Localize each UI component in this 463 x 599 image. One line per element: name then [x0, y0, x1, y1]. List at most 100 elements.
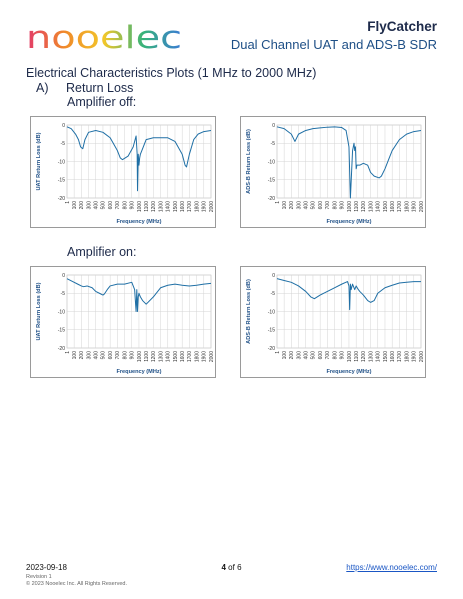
x-tick-label: 1	[275, 351, 281, 354]
y-tick-label: -5	[271, 291, 276, 297]
x-tick-label: 1600	[390, 351, 396, 362]
page-current: 4	[221, 563, 226, 572]
x-tick-label: 1500	[173, 351, 179, 362]
x-tick-label: 100	[282, 201, 288, 210]
y-axis-label: UAT Return Loss (dB)	[36, 282, 42, 340]
y-tick-label: 0	[272, 273, 275, 279]
y-tick-label: -5	[271, 141, 276, 147]
nooelec-logo: nooelec	[26, 20, 182, 54]
y-tick-label: -15	[268, 178, 275, 184]
page-total: 6	[237, 563, 242, 572]
product-name: FlyCatcher	[367, 19, 437, 34]
x-tick-label: 700	[325, 351, 331, 360]
x-tick-label: 200	[79, 201, 85, 210]
y-axis-label: UAT Return Loss (dB)	[36, 132, 42, 190]
x-tick-label: 1400	[376, 201, 382, 212]
x-tick-label: 2000	[419, 201, 425, 212]
x-tick-label: 800	[122, 201, 128, 210]
series-line	[66, 126, 212, 192]
x-axis-label: Frequency (MHz)	[326, 219, 371, 225]
chart-svg: 0-5-10-15-201 100 200 300 400 500 600 700 800 900…	[36, 123, 215, 225]
y-axis-label: ADS-B Return Loss (dB)	[246, 129, 252, 194]
chart-svg: 0-5-10-15-201 100 200 300 400 500 600 700 800 900…	[246, 273, 425, 375]
x-tick-label: 600	[318, 351, 324, 360]
x-tick-label: 1100	[144, 351, 150, 362]
x-tick-label: 300	[296, 201, 302, 210]
copyright-text: © 2023 Nooelec Inc. All Rights Reserved.	[26, 581, 127, 587]
x-tick-label: 900	[130, 351, 136, 360]
x-tick-label: 100	[72, 201, 78, 210]
x-tick-label: 100	[282, 351, 288, 360]
series-line	[66, 278, 212, 312]
amp-on-label: Amplifier on:	[67, 245, 137, 259]
x-tick-label: 1800	[404, 351, 410, 362]
x-tick-label: 1800	[404, 201, 410, 212]
y-tick-label: -10	[58, 309, 65, 315]
x-tick-label: 900	[340, 351, 346, 360]
x-tick-label: 1	[275, 201, 281, 204]
y-tick-label: -5	[61, 141, 66, 147]
x-tick-label: 1800	[194, 201, 200, 212]
x-tick-label: 1100	[144, 201, 150, 212]
x-tick-label: 2000	[209, 201, 215, 212]
x-tick-label: 500	[101, 201, 107, 210]
x-tick-label: 900	[340, 201, 346, 210]
x-tick-label: 400	[94, 351, 100, 360]
x-tick-label: 1600	[180, 201, 186, 212]
y-tick-label: -10	[58, 159, 65, 165]
x-tick-label: 300	[86, 351, 92, 360]
product-subtitle: Dual Channel UAT and ADS-B SDR	[230, 37, 437, 52]
x-tick-label: 400	[304, 351, 310, 360]
x-tick-label: 1000	[347, 351, 353, 362]
x-tick-label: 1900	[412, 201, 418, 212]
x-tick-label: 1000	[137, 351, 143, 362]
x-tick-label: 1400	[166, 201, 172, 212]
y-tick-label: -10	[268, 309, 275, 315]
x-tick-label: 1600	[390, 201, 396, 212]
x-axis-label: Frequency (MHz)	[116, 369, 161, 375]
x-tick-label: 900	[130, 201, 136, 210]
x-tick-label: 600	[108, 201, 114, 210]
x-tick-label: 1400	[166, 351, 172, 362]
x-axis-label: Frequency (MHz)	[116, 219, 161, 225]
website-link[interactable]: https://www.nooelec.com/	[346, 563, 437, 572]
x-tick-label: 1900	[412, 351, 418, 362]
x-tick-label: 700	[115, 351, 121, 360]
footer-legal: Revision 1 © 2023 Nooelec Inc. All Right…	[26, 574, 127, 588]
x-axis-label: Frequency (MHz)	[326, 369, 371, 375]
x-tick-label: 500	[311, 201, 317, 210]
y-tick-label: 0	[62, 123, 65, 129]
chart-uat-amp-on: 0 -5 -10 -15 -20 1 100 200 300 400 500 600 700 800 900…	[30, 266, 216, 378]
section-name: Return Loss	[66, 81, 134, 95]
x-tick-label: 300	[296, 351, 302, 360]
y-tick-label: -15	[58, 328, 65, 334]
y-tick-label: -15	[58, 178, 65, 184]
x-tick-label: 800	[332, 351, 338, 360]
x-tick-label: 200	[79, 351, 85, 360]
page-sep: of	[228, 563, 235, 572]
x-tick-label: 1500	[173, 201, 179, 212]
x-tick-label: 1700	[397, 201, 403, 212]
y-tick-label: -10	[268, 159, 275, 165]
x-tick-label: 1000	[137, 201, 143, 212]
x-tick-label: 1300	[158, 351, 164, 362]
x-tick-label: 1300	[368, 201, 374, 212]
logo-wordmark: nooelec	[26, 20, 182, 54]
x-tick-label: 1900	[202, 351, 208, 362]
y-tick-label: -20	[268, 196, 275, 202]
x-tick-label: 1400	[376, 351, 382, 362]
x-tick-label: 1200	[151, 201, 157, 212]
x-tick-label: 1100	[354, 201, 360, 212]
x-tick-label: 1600	[180, 351, 186, 362]
x-tick-label: 1100	[354, 351, 360, 362]
chart-adsb-amp-on: 0 -5 -10 -15 -20 1 100 200 300 400 500 600 700 800 900…	[240, 266, 426, 378]
y-tick-label: -5	[61, 291, 66, 297]
footer-date: 2023-09-18	[26, 563, 67, 572]
x-tick-label: 2000	[419, 351, 425, 362]
x-tick-label: 500	[101, 351, 107, 360]
x-tick-label: 200	[289, 351, 295, 360]
x-tick-label: 1700	[187, 201, 193, 212]
chart-uat-amp-off: 0 -5 -10 -15 -20 1 100 200 300 400 500 600 700 800 900…	[30, 116, 216, 228]
section-heading: A) Return Loss	[36, 81, 133, 95]
x-tick-label: 400	[304, 201, 310, 210]
